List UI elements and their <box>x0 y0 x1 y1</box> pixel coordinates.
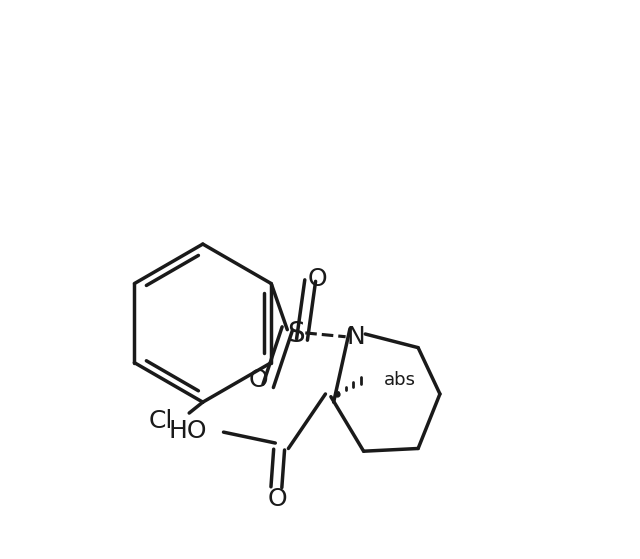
Text: N: N <box>346 325 365 349</box>
Text: O: O <box>268 487 287 511</box>
Text: O: O <box>307 268 327 291</box>
Text: Cl: Cl <box>148 409 173 433</box>
Text: HO: HO <box>169 419 207 443</box>
Text: O: O <box>248 368 268 392</box>
Text: S: S <box>287 320 304 348</box>
Text: abs: abs <box>384 371 416 390</box>
